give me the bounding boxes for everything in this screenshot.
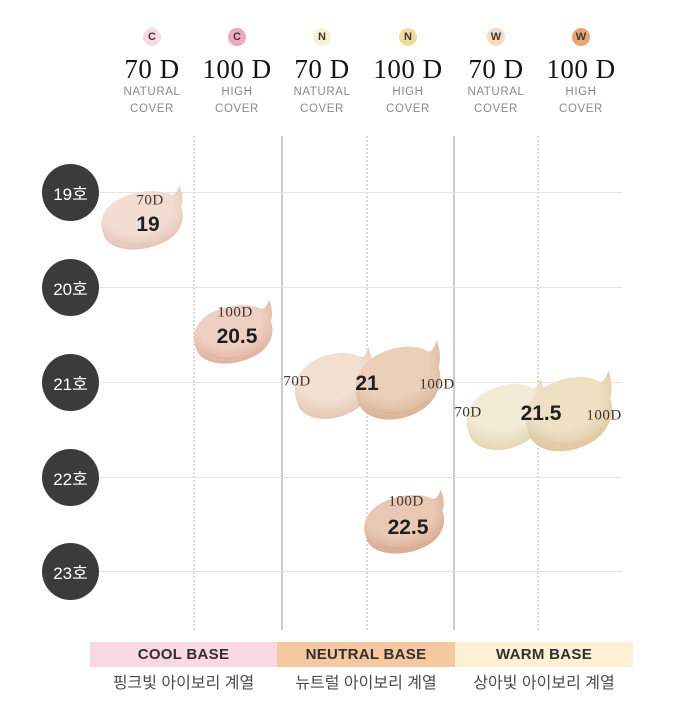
swatch-blob-100d (525, 370, 613, 452)
column-title: 70 D (468, 54, 524, 84)
swatch-blob-70d (294, 347, 372, 420)
swatch-21: 70D 21 100D (283, 338, 456, 438)
base-badge-n: N (313, 28, 331, 46)
swatch-product-label: 100D (419, 376, 455, 393)
column-header-warm-70d: W 70 D NATURAL COVER (453, 28, 539, 118)
shade-row-badge-23: 23호 (42, 543, 99, 600)
grid-solid-line (453, 136, 455, 630)
column-header-neutral-100d: N 100 D HIGH COVER (365, 28, 451, 118)
swatch-21-5: 70D 21.5 100D (454, 368, 628, 470)
column-subtitle-line2: COVER (300, 103, 344, 115)
column-subtitle-line2: COVER (474, 103, 518, 115)
swatch-blob-100d (355, 340, 441, 420)
swatch-product-label: 100D (388, 493, 424, 510)
base-badge-c: C (143, 28, 161, 46)
swatch-blob-70d (101, 185, 183, 250)
base-band-subtitle-cool: 핑크빛 아이보리 계열 (112, 675, 255, 692)
base-badge-n: N (399, 28, 417, 46)
base-band-neutral: NEUTRAL BASE (277, 642, 455, 667)
swatch-blob-100d (364, 489, 445, 554)
swatch-product-label: 70D (454, 404, 482, 421)
grid-dotted-line (193, 136, 195, 630)
column-subtitle-line1: HIGH (565, 86, 597, 98)
row-line (100, 287, 622, 288)
swatch-shade-number: 21.5 (520, 402, 562, 425)
swatch-blob-100d (193, 299, 273, 364)
base-band-warm: WARM BASE (455, 642, 633, 667)
shade-row-badge-21: 21호 (42, 354, 99, 411)
shade-row-badge-20: 20호 (42, 259, 99, 316)
swatch-product-label: 70D (136, 192, 164, 209)
row-line (100, 192, 622, 193)
base-band-label: NEUTRAL BASE (305, 646, 427, 663)
column-subtitle-line1: HIGH (392, 86, 424, 98)
swatch-product-label: 100D (586, 407, 622, 424)
swatch-shade-number: 21 (355, 372, 379, 395)
column-subtitle-line1: HIGH (221, 86, 253, 98)
column-title: 70 D (294, 54, 350, 84)
column-subtitle-line1: NATURAL (123, 86, 181, 98)
column-subtitle-line2: COVER (559, 103, 603, 115)
column-subtitle-line1: NATURAL (293, 86, 351, 98)
swatch-shade-number: 22.5 (387, 516, 429, 539)
grid-dotted-line (537, 136, 539, 630)
row-line (100, 477, 622, 478)
swatch-product-label: 100D (217, 304, 253, 321)
swatch-22-5: 100D 22.5 (355, 488, 459, 566)
swatch-20-5: 100D 20.5 (185, 298, 287, 376)
column-header-cool-70d: C 70 D NATURAL COVER (109, 28, 195, 118)
base-badge-w: W (572, 28, 590, 46)
swatch-19: 70D 19 (92, 184, 198, 262)
swatch-blob-70d (466, 378, 544, 451)
base-band-label: COOL BASE (137, 646, 230, 663)
column-subtitle-line2: COVER (386, 103, 430, 115)
column-title: 100 D (202, 54, 272, 84)
column-title: 100 D (546, 54, 616, 84)
shade-row-badge-22: 22호 (42, 449, 99, 506)
column-header-neutral-70d: N 70 D NATURAL COVER (279, 28, 365, 118)
base-badge-w: W (487, 28, 505, 46)
base-band-label: WARM BASE (495, 646, 593, 663)
base-band-subtitle-neutral: 뉴트럴 아이보리 계열 (295, 675, 437, 692)
swatch-shade-number: 19 (136, 213, 160, 236)
column-title: 70 D (124, 54, 180, 84)
base-band-cool: COOL BASE (90, 642, 277, 667)
base-badge-c: C (228, 28, 246, 46)
column-subtitle-line1: NATURAL (467, 86, 525, 98)
column-header-warm-100d: W 100 D HIGH COVER (538, 28, 624, 118)
shade-row-badge-19: 19호 (42, 164, 99, 221)
base-band-subtitle-warm: 상아빛 아이보리 계열 (473, 675, 615, 692)
swatch-shade-number: 20.5 (216, 325, 258, 348)
swatch-product-label: 70D (283, 373, 311, 390)
row-line (100, 571, 622, 572)
column-header-cool-100d: C 100 D HIGH COVER (194, 28, 280, 118)
grid-solid-line (281, 136, 283, 630)
column-title: 100 D (373, 54, 443, 84)
column-subtitle-line2: COVER (215, 103, 259, 115)
column-subtitle-line2: COVER (130, 103, 174, 115)
